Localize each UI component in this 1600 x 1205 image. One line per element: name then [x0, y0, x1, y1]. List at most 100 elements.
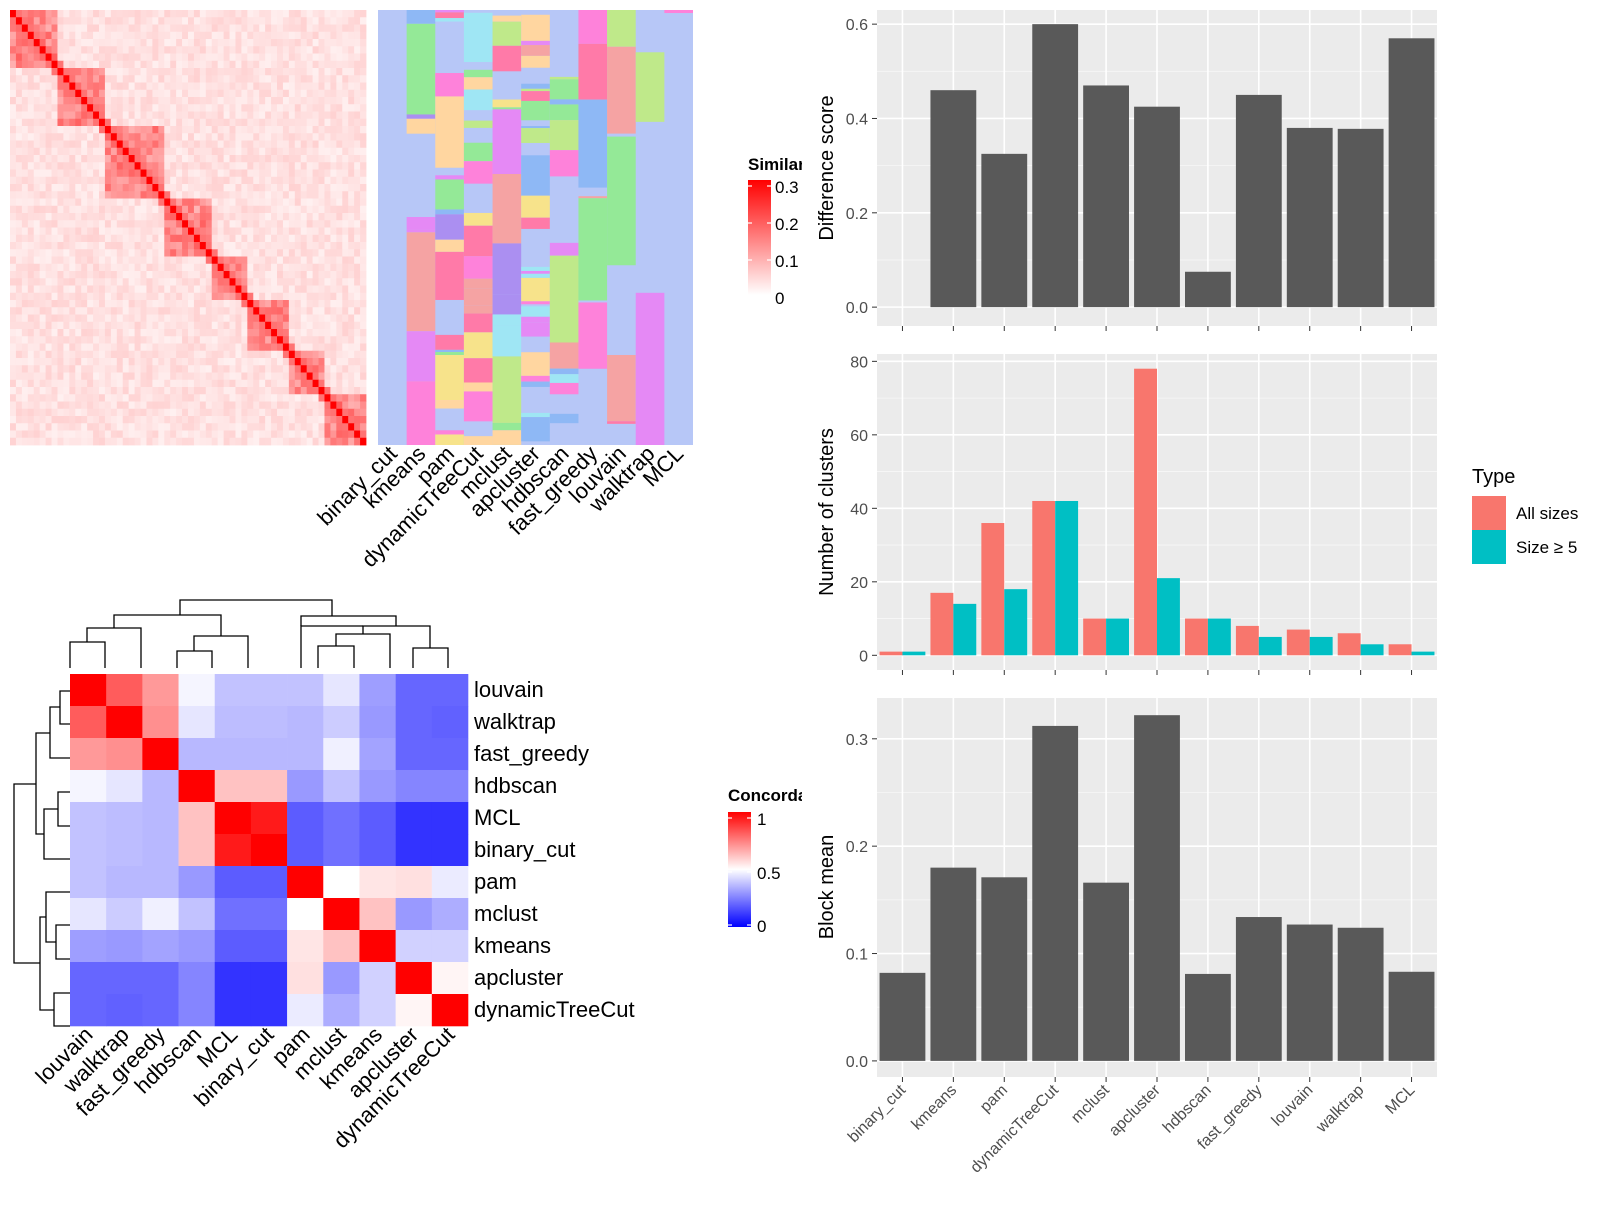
similarity-cell — [235, 380, 241, 388]
similarity-cell — [247, 257, 253, 265]
similarity-cell — [158, 119, 164, 127]
similarity-cell — [289, 365, 295, 373]
similarity-cell — [224, 68, 230, 76]
similarity-cell — [170, 336, 176, 344]
similarity-cell — [241, 75, 247, 83]
similarity-cell — [111, 191, 117, 199]
similarity-cell — [253, 249, 259, 257]
similarity-cell — [200, 286, 206, 294]
similarity-cell — [301, 271, 307, 279]
similarity-cell — [259, 199, 265, 207]
similarity-cell — [16, 242, 22, 250]
similarity-cell — [123, 104, 129, 112]
membership-segment — [407, 232, 436, 331]
similarity-cell — [289, 112, 295, 120]
similarity-cell — [247, 402, 253, 410]
similarity-cell — [158, 46, 164, 54]
similarity-cell — [336, 322, 342, 330]
similarity-cell — [52, 358, 58, 366]
similarity-cell — [164, 206, 170, 214]
similarity-cell — [247, 271, 253, 279]
similarity-cell — [218, 423, 224, 431]
similarity-cell — [265, 206, 271, 214]
similarity-cell — [212, 97, 218, 105]
similarity-cell — [46, 54, 52, 62]
similarity-cell — [81, 344, 87, 352]
similarity-cell — [93, 387, 99, 395]
similarity-cell — [324, 119, 330, 127]
similarity-cell — [99, 119, 105, 127]
similarity-cell — [206, 191, 212, 199]
similarity-cell — [348, 365, 354, 373]
similarity-cell — [307, 184, 313, 192]
similarity-cell — [342, 170, 348, 178]
similarity-cell — [141, 97, 147, 105]
similarity-cell — [87, 336, 93, 344]
similarity-cell — [81, 39, 87, 47]
similarity-cell — [46, 32, 52, 40]
similarity-cell — [247, 387, 253, 395]
similarity-cell — [212, 387, 218, 395]
membership-segment — [493, 423, 522, 430]
similarity-cell — [289, 423, 295, 431]
similarity-cell — [289, 293, 295, 301]
similarity-cell — [93, 75, 99, 83]
similarity-cell — [235, 351, 241, 359]
similarity-cell — [111, 278, 117, 286]
similarity-cell — [253, 46, 259, 54]
similarity-cell — [152, 278, 158, 286]
similarity-cell — [348, 271, 354, 279]
similarity-cell — [34, 141, 40, 149]
similarity-cell — [342, 264, 348, 272]
similarity-cell — [22, 351, 28, 359]
similarity-cell — [99, 162, 105, 170]
similarity-cell — [295, 307, 301, 315]
similarity-cell — [218, 264, 224, 272]
similarity-cell — [57, 148, 63, 156]
membership-segment — [435, 12, 464, 18]
similarity-cell — [10, 177, 16, 185]
similarity-cell — [164, 126, 170, 134]
similarity-legend-tick: 0.2 — [775, 215, 799, 234]
similarity-cell — [212, 133, 218, 141]
similarity-cell — [271, 61, 277, 69]
similarity-cell — [22, 148, 28, 156]
similarity-cell — [40, 336, 46, 344]
similarity-cell — [324, 54, 330, 62]
similarity-cell — [57, 104, 63, 112]
similarity-cell — [218, 39, 224, 47]
similarity-cell — [81, 387, 87, 395]
similarity-cell — [28, 286, 34, 294]
similarity-cell — [354, 133, 360, 141]
similarity-cell — [52, 380, 58, 388]
similarity-cell — [319, 46, 325, 54]
similarity-cell — [117, 10, 123, 18]
similarity-cell — [182, 112, 188, 120]
similarity-cell — [146, 402, 152, 410]
similarity-cell — [313, 228, 319, 236]
similarity-cell — [63, 431, 69, 439]
similarity-cell — [117, 394, 123, 402]
similarity-cell — [46, 300, 52, 308]
similarity-cell — [212, 315, 218, 323]
similarity-cell — [313, 213, 319, 221]
similarity-cell — [360, 300, 366, 308]
similarity-cell — [10, 380, 16, 388]
similarity-cell — [46, 170, 52, 178]
concordance-cell — [323, 706, 359, 738]
similarity-cell — [105, 17, 111, 25]
similarity-cell — [170, 155, 176, 163]
similarity-cell — [52, 344, 58, 352]
similarity-cell — [313, 293, 319, 301]
similarity-cell — [81, 25, 87, 33]
similarity-cell — [16, 119, 22, 127]
similarity-cell — [307, 83, 313, 91]
similarity-cell — [69, 32, 75, 40]
similarity-cell — [69, 257, 75, 265]
similarity-cell — [271, 423, 277, 431]
similarity-cell — [247, 46, 253, 54]
similarity-cell — [152, 336, 158, 344]
similarity-cell — [99, 235, 105, 243]
concordance-cell — [323, 674, 359, 706]
similarity-cell — [259, 54, 265, 62]
